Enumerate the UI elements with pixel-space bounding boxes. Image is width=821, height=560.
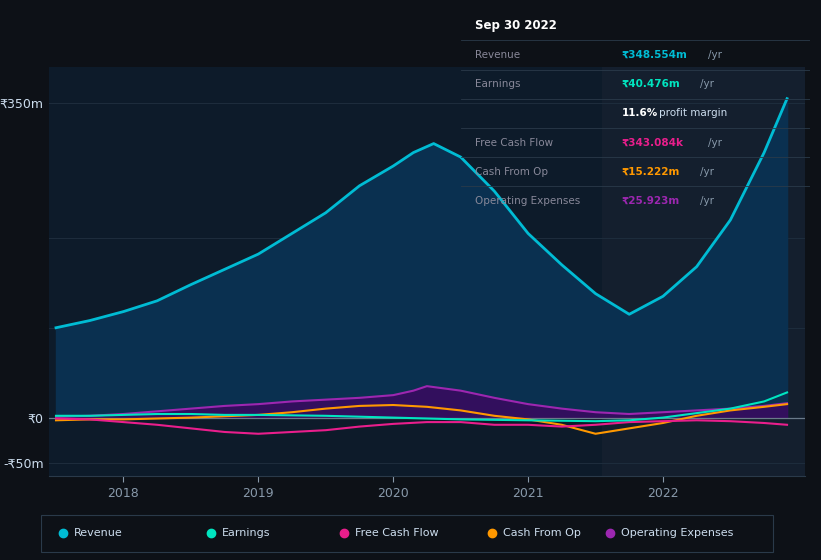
Text: /yr: /yr: [708, 50, 722, 60]
Text: Operating Expenses: Operating Expenses: [475, 196, 580, 206]
Text: profit margin: profit margin: [658, 109, 727, 118]
Text: Earnings: Earnings: [475, 79, 521, 89]
Text: Sep 30 2022: Sep 30 2022: [475, 19, 557, 32]
Text: ₹25.923m: ₹25.923m: [622, 196, 680, 206]
Text: /yr: /yr: [700, 79, 714, 89]
Text: Revenue: Revenue: [75, 529, 123, 538]
Text: ₹40.476m: ₹40.476m: [622, 79, 681, 89]
Text: ₹343.084k: ₹343.084k: [622, 138, 684, 148]
Bar: [603, 67, 805, 476]
Text: Operating Expenses: Operating Expenses: [621, 529, 733, 538]
Text: ₹15.222m: ₹15.222m: [622, 167, 681, 177]
Text: /yr: /yr: [700, 167, 714, 177]
Text: Cash From Op: Cash From Op: [502, 529, 580, 538]
Text: ₹348.554m: ₹348.554m: [622, 50, 688, 60]
Text: Free Cash Flow: Free Cash Flow: [475, 138, 553, 148]
Text: Cash From Op: Cash From Op: [475, 167, 548, 177]
Text: Earnings: Earnings: [222, 529, 271, 538]
Text: Free Cash Flow: Free Cash Flow: [355, 529, 438, 538]
Text: /yr: /yr: [700, 196, 714, 206]
Text: 11.6%: 11.6%: [622, 109, 658, 118]
Text: /yr: /yr: [708, 138, 722, 148]
Text: Revenue: Revenue: [475, 50, 521, 60]
